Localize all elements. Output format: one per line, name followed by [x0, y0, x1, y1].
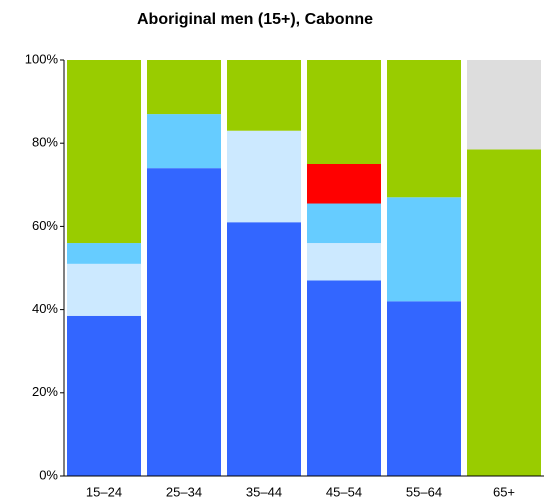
bar-segment — [467, 149, 541, 476]
x-tick-label: 65+ — [493, 484, 515, 499]
bar-segment — [307, 243, 381, 281]
y-tick-label: 0% — [39, 467, 58, 482]
bar-segment — [147, 168, 221, 476]
x-tick-label: 45–54 — [326, 484, 362, 499]
y-tick-label: 100% — [25, 51, 59, 66]
bar-segment — [147, 60, 221, 115]
bar-segment — [227, 130, 301, 223]
x-tick-label: 15–24 — [86, 484, 122, 499]
bar-segment — [147, 114, 221, 169]
bar-segment — [227, 222, 301, 476]
bar-segment — [387, 301, 461, 476]
x-tick-label: 25–34 — [166, 484, 202, 499]
x-tick-label: 55–64 — [406, 484, 442, 499]
bar-segment — [307, 164, 381, 204]
bar-segment — [307, 280, 381, 476]
y-tick-label: 40% — [32, 301, 58, 316]
bar-segment — [467, 60, 541, 150]
y-tick-label: 80% — [32, 135, 58, 150]
bar-segment — [227, 60, 301, 131]
bar-segment — [387, 60, 461, 198]
bar-segment — [307, 203, 381, 244]
y-tick-label: 20% — [32, 384, 58, 399]
bar-segment — [67, 243, 141, 264]
y-tick-label: 60% — [32, 218, 58, 233]
bar-segment — [67, 315, 141, 476]
chart-title: Aboriginal men (15+), Cabonne — [137, 11, 373, 28]
x-tick-label: 35–44 — [246, 484, 282, 499]
bar-segment — [307, 60, 381, 164]
bar-segment — [67, 263, 141, 316]
bar-segment — [67, 60, 141, 244]
bar-segment — [387, 197, 461, 302]
